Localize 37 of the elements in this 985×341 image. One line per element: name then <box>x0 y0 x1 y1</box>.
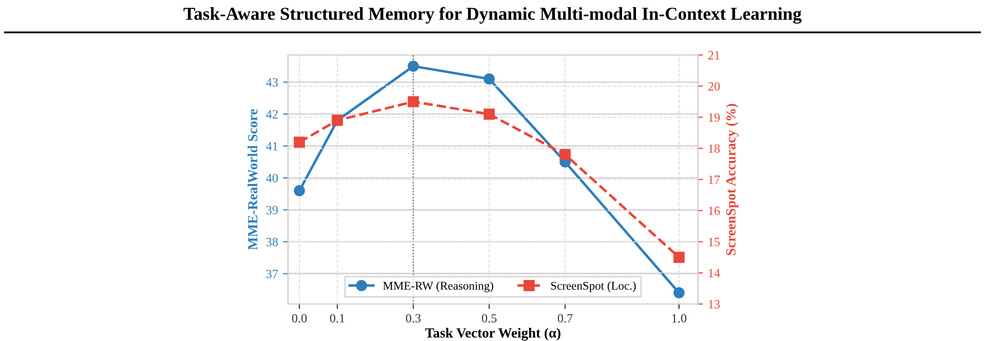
chart-title: Task-Aware Structured Memory for Dynamic Multi-modal In-Context Learning <box>184 6 802 24</box>
y-axis-title: MME-RealWorld Score <box>248 109 258 250</box>
y-tick-label: 42 <box>266 110 278 118</box>
point <box>294 136 305 148</box>
x-tick-label: 0.0 <box>292 314 307 323</box>
y-tick-label: 39 <box>266 206 278 214</box>
y2-tick-label: 16 <box>708 206 720 216</box>
x-tick-label: 0.3 <box>406 314 421 323</box>
point <box>408 96 419 108</box>
y-tick-label: 38 <box>266 238 278 246</box>
y2-tick-label: 15 <box>708 238 720 246</box>
y-tick-label: 37 <box>266 270 278 278</box>
legend-label: MME-RW (Reasoning) <box>383 281 494 292</box>
x-tick-label: 1.0 <box>672 314 686 323</box>
x-tick-label: 0.1 <box>330 314 344 323</box>
y2-tick-label: 13 <box>708 300 720 308</box>
y2-axis-title: ScreenSpot Accuracy (%) <box>726 104 738 256</box>
y2-tick-label: 14 <box>708 268 720 278</box>
x-tick-label: 0.5 <box>482 314 497 323</box>
point <box>560 149 571 160</box>
y2-tick-label: 19 <box>708 113 720 122</box>
y2-tick-label: 18 <box>708 144 720 153</box>
y2-tick-label: 21 <box>708 51 720 60</box>
point <box>484 108 495 120</box>
y-tick-label: 43 <box>266 78 278 87</box>
y2-tick-label: 17 <box>708 176 720 184</box>
y-tick-label: 40 <box>266 174 278 182</box>
legend-label: ScreenSpot (Loc.) <box>551 281 636 292</box>
y-tick-label: 41 <box>266 142 278 150</box>
point <box>294 185 305 196</box>
x-tick-label: 0.7 <box>558 314 573 323</box>
x-axis-title: Task Vector Weight (α) <box>425 328 560 341</box>
point <box>484 73 495 84</box>
point <box>408 60 419 72</box>
point <box>673 287 685 298</box>
point <box>673 252 685 263</box>
y2-tick-label: 20 <box>708 82 720 91</box>
